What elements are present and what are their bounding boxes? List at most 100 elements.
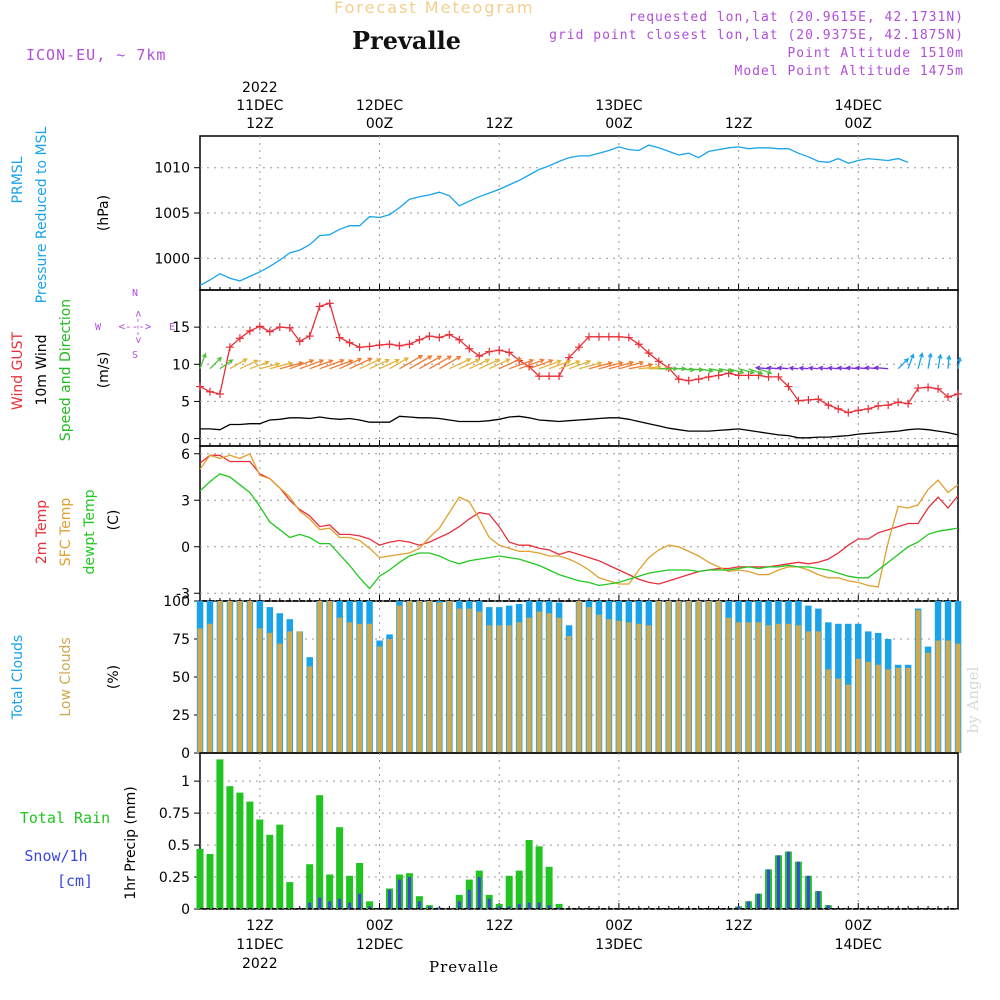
snow-bar bbox=[757, 893, 760, 909]
wind-direction-arrow bbox=[628, 362, 654, 370]
gust-marker bbox=[634, 340, 643, 349]
model-altitude: Model Point Altitude 1475m bbox=[734, 64, 964, 79]
low-cloud-bar bbox=[397, 605, 402, 753]
snow-bar bbox=[507, 906, 511, 909]
wind-direction-arrow bbox=[309, 359, 334, 370]
low-cloud-bar bbox=[596, 614, 602, 753]
low-cloud-bar bbox=[885, 669, 891, 753]
gust-marker bbox=[535, 372, 544, 381]
gust-marker bbox=[794, 396, 803, 405]
low-cloud-bar bbox=[556, 617, 562, 753]
snow-bar bbox=[796, 861, 800, 909]
low-cloud-bar bbox=[277, 643, 283, 753]
low-cloud-bar bbox=[197, 628, 203, 753]
gust-marker bbox=[385, 340, 394, 349]
gust-marker bbox=[684, 376, 693, 385]
top-time-label: 12Z bbox=[486, 116, 513, 132]
low-cloud-bar bbox=[407, 601, 412, 753]
wind-direction-arrow bbox=[548, 359, 572, 370]
panel-frame-precip bbox=[199, 752, 959, 910]
snow-bar bbox=[328, 901, 332, 909]
low-cloud-bar bbox=[835, 678, 841, 753]
low-cloud-bar bbox=[287, 631, 293, 753]
wind-direction-arrow bbox=[389, 357, 410, 370]
rain-bar bbox=[505, 875, 513, 909]
bottom-time-label: 00Z bbox=[605, 918, 632, 934]
wind-direction-arrow bbox=[937, 353, 943, 369]
wind-direction-arrow bbox=[508, 358, 535, 370]
wind-direction-arrow bbox=[748, 368, 764, 375]
top-time-label: 12DEC bbox=[356, 98, 403, 114]
low-cloud-bar bbox=[566, 636, 572, 753]
low-cloud-bar bbox=[796, 625, 801, 753]
gust-marker bbox=[744, 371, 753, 380]
low-cloud-bar bbox=[207, 623, 213, 753]
low-cloud-bar bbox=[536, 611, 542, 753]
snow-bar bbox=[318, 897, 322, 909]
snow-bar bbox=[747, 901, 751, 909]
low-cloud-bar bbox=[746, 622, 751, 753]
snow-bar bbox=[786, 851, 790, 909]
low-cloud-bar bbox=[387, 639, 392, 753]
y-tick-label: 0 bbox=[181, 902, 190, 918]
rain-bar bbox=[316, 795, 324, 909]
wind-direction-arrow bbox=[459, 358, 481, 370]
low-cloud-bar bbox=[726, 617, 732, 753]
snow-bar bbox=[477, 877, 481, 909]
gust-marker bbox=[245, 326, 254, 335]
low-cloud-bar bbox=[506, 625, 512, 753]
gust-marker bbox=[674, 375, 683, 384]
snow-bar bbox=[826, 905, 830, 909]
low-cloud-bar bbox=[436, 602, 442, 753]
footer-location: Prevalle bbox=[429, 958, 499, 976]
low-cloud-bar bbox=[855, 658, 861, 753]
wind-direction-arrow bbox=[399, 355, 424, 370]
gust-marker bbox=[255, 322, 264, 331]
wind-direction-arrow bbox=[349, 357, 373, 370]
rain-bar bbox=[196, 848, 204, 909]
low-cloud-bar bbox=[357, 623, 362, 753]
top-time-label: 11DEC bbox=[236, 98, 283, 114]
gust-marker bbox=[345, 338, 354, 347]
gust-marker bbox=[734, 371, 743, 380]
compass-vertical: <---> bbox=[132, 310, 145, 343]
rain-bar bbox=[326, 874, 334, 909]
low-cloud-bar bbox=[347, 622, 353, 753]
wind-direction-arrow bbox=[798, 365, 809, 371]
wind-direction-arrow bbox=[873, 365, 889, 371]
bottom-time-label: 2022 bbox=[242, 956, 278, 972]
wind-direction-arrow bbox=[578, 361, 603, 370]
snow-bar bbox=[368, 906, 372, 909]
wind-direction-arrow bbox=[946, 354, 952, 369]
gust-marker bbox=[435, 333, 444, 342]
wind-direction-arrow bbox=[329, 359, 354, 370]
wind-direction-arrow bbox=[807, 365, 819, 371]
y-tick-label: 1 bbox=[181, 774, 190, 790]
wind-direction-arrow bbox=[439, 355, 462, 370]
wind-direction-arrow bbox=[498, 357, 522, 370]
low-cloud-bar bbox=[706, 601, 712, 753]
panel-ylabel: dewpt Temp bbox=[82, 489, 98, 574]
panel-ylabel: Wind GUST bbox=[10, 331, 26, 410]
gust-marker bbox=[565, 353, 574, 362]
gust-marker bbox=[864, 404, 873, 413]
snow-bar bbox=[348, 902, 352, 909]
snow-bar bbox=[497, 906, 501, 909]
rain-bar bbox=[366, 901, 374, 909]
low-cloud-bar bbox=[417, 601, 422, 753]
low-cloud-bar bbox=[805, 631, 811, 753]
snow-bar bbox=[437, 907, 441, 909]
y-tick-label: 0.25 bbox=[159, 870, 190, 886]
top-time-label: 00Z bbox=[605, 116, 632, 132]
wind-direction-arrow bbox=[827, 365, 839, 371]
compass-n: N bbox=[132, 288, 138, 299]
rain-bar bbox=[286, 882, 294, 909]
wind-direction-arrow bbox=[319, 358, 345, 370]
gust-marker bbox=[365, 342, 374, 351]
gust-marker bbox=[624, 333, 633, 342]
low-cloud-bar bbox=[686, 601, 692, 753]
y-tick-label: 0 bbox=[181, 432, 190, 448]
snow-bar bbox=[417, 901, 421, 909]
low-cloud-bar bbox=[466, 608, 472, 753]
panel-ylabel: 2m Temp bbox=[34, 500, 50, 564]
